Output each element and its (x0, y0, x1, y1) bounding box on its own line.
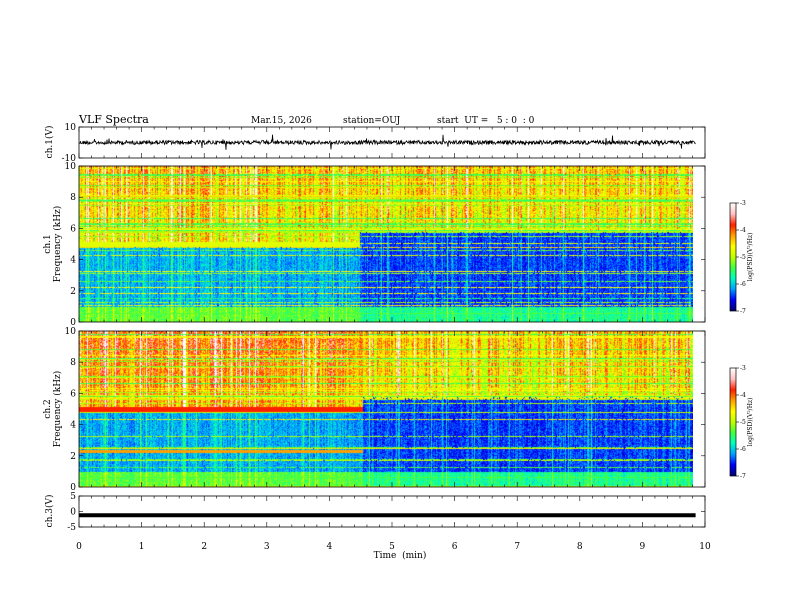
ch3-waveform-ylabel-text: ch.3(V) (44, 495, 55, 528)
ch1-spectrogram-ytick-label: 10 (65, 162, 77, 172)
colorbar-tick-label: -5 (740, 419, 746, 426)
ch1-spectrogram-panel: 0 2 4 6 8 10 (65, 162, 706, 328)
ch2-colorbar-label: log(PSD)(V²/Hz) (747, 398, 754, 447)
time-xtick-label: 2 (201, 542, 207, 552)
ch1-spectrogram-ytick-label: 6 (70, 224, 76, 234)
ch1-colorbar-label: log(PSD)(V²/Hz) (747, 233, 754, 282)
ch2-spectrogram-ylabel-line2: Frequency (kHz) (52, 371, 63, 448)
ch1-spectrogram-ytick-label: 4 (70, 256, 76, 266)
time-xtick-label: 8 (577, 542, 583, 552)
ch3-waveform-ytick-label: -5 (67, 523, 76, 533)
ch1-colorbar-label-text: log(PSD)(V²/Hz) (747, 233, 754, 282)
ch1-colorbar: -3 -4 -5 -6 -7 (729, 200, 746, 315)
time-xtick-label: 5 (389, 542, 395, 552)
ch2-spectrogram-ytick-label: 0 (70, 483, 76, 493)
date-label: Mar.15, 2026 (251, 116, 312, 126)
ch1-spectrogram-ytick-label: 2 (70, 287, 76, 297)
ch2-spectrogram-ylabel: ch.2 Frequency (kHz) (43, 371, 63, 448)
ch1-spectrogram-ytick-label: 8 (70, 193, 76, 203)
time-xtick-label: 10 (699, 542, 711, 552)
ch1-spectrogram-ylabel-line1: ch.1 (43, 234, 53, 253)
ch2-spectrogram-ytick-label: 10 (65, 327, 77, 337)
ch1-waveform-ytick-label: 10 (65, 123, 77, 133)
ch2-spectrogram-ytick-label: 2 (70, 452, 76, 462)
colorbar-tick-label: -6 (740, 446, 746, 453)
ch2-spectrogram-image (79, 331, 693, 487)
time-xtick-label: 1 (139, 542, 145, 552)
ch2-colorbar-label-text: log(PSD)(V²/Hz) (747, 398, 754, 447)
time-xtick-label: 4 (327, 542, 333, 552)
time-axis-label: Time (min) (374, 550, 427, 561)
ch3-waveform-ytick-label: 0 (70, 508, 76, 518)
ch1-waveform-panel: 10 -10 (62, 123, 706, 164)
ch1-waveform-ytick-label: -10 (62, 154, 77, 164)
colorbar-tick-label: -3 (740, 365, 746, 372)
colorbar-tick-label: -7 (740, 473, 746, 480)
ch2-spectrogram-ytick-label: 8 (70, 358, 76, 368)
ch2-colorbar: -3 -4 -5 -6 -7 (729, 365, 746, 480)
colorbar-tick-label: -5 (740, 254, 746, 261)
ch1-spectrogram-ylabel: ch.1 Frequency (kHz) (43, 206, 63, 283)
figure-title: VLF Spectra (78, 113, 149, 126)
ch1-waveform-trace (78, 134, 696, 150)
ch1-spectrogram-ylabel-line2: Frequency (kHz) (52, 206, 63, 283)
colorbar-tick-label: -3 (740, 200, 746, 207)
ch2-spectrogram-ytick-label: 4 (70, 421, 76, 431)
time-xtick-label: 9 (640, 542, 646, 552)
time-xtick-label: 0 (76, 542, 82, 552)
ch2-colorbar-gradient (730, 368, 736, 476)
ch1-waveform-ylabel: ch.1(V) (44, 126, 55, 159)
station-label: station=OUJ (343, 116, 401, 126)
colorbar-tick-label: -7 (740, 308, 746, 315)
start-time-label: start UT = 5 : 0 : 0 (437, 116, 535, 126)
ch1-colorbar-gradient (730, 203, 736, 311)
time-xtick-label: 6 (452, 542, 458, 552)
ch1-waveform-ylabel-text: ch.1(V) (44, 126, 55, 159)
ch2-spectrogram-ylabel-line1: ch.2 (43, 399, 53, 418)
ch2-spectrogram-panel: 0 2 4 6 8 10 (65, 327, 706, 493)
colorbar-tick-label: -6 (740, 281, 746, 288)
ch1-spectrogram-image (79, 166, 693, 322)
ch3-waveform-ylabel: ch.3(V) (44, 495, 55, 528)
ch3-waveform-ytick-label: 5 (70, 492, 76, 502)
time-xtick-label: 7 (514, 542, 520, 552)
colorbar-tick-label: -4 (740, 392, 746, 399)
colorbar-tick-label: -4 (740, 227, 746, 234)
time-xtick-label: 3 (264, 542, 270, 552)
ch1-spectrogram-ytick-label: 0 (70, 318, 76, 328)
ch3-waveform-panel: 50-50 1 2 3 4 5 6 7 8 9 10 (67, 492, 711, 552)
ch2-spectrogram-ytick-label: 6 (70, 389, 76, 399)
